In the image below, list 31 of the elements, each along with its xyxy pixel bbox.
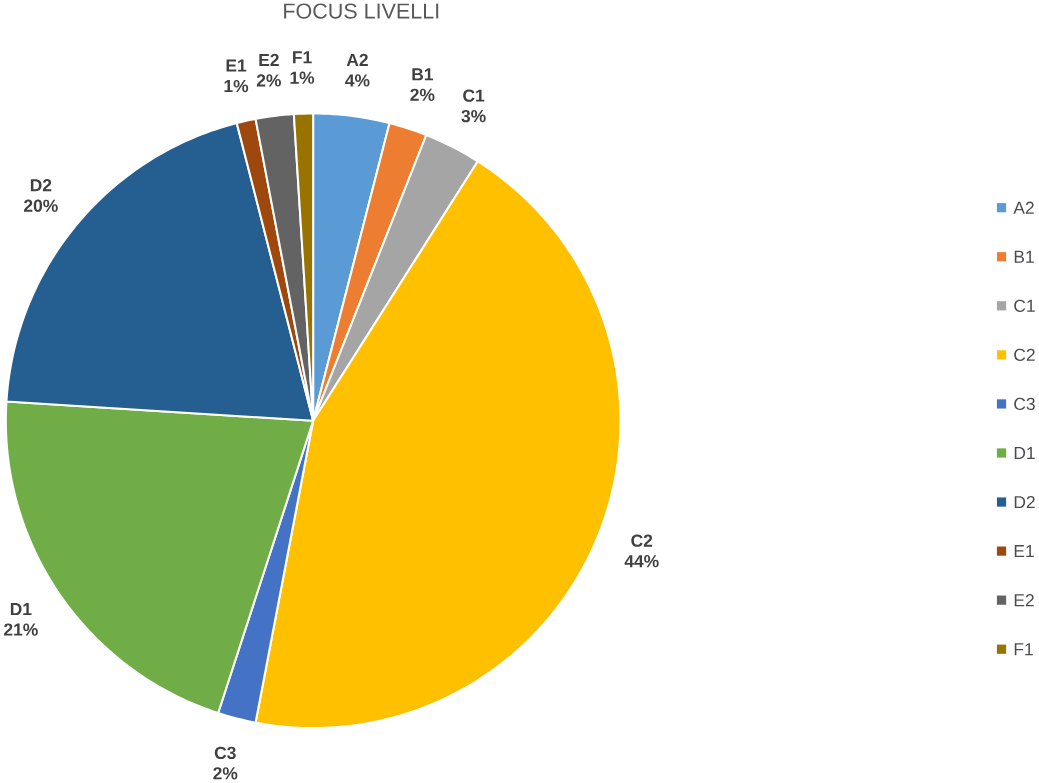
legend-label: D1 <box>1014 447 1035 460</box>
data-label: 2% <box>256 74 281 87</box>
data-label: 3% <box>461 109 486 123</box>
legend-label: A2 <box>1013 201 1034 214</box>
slice-label: A2 <box>346 53 368 66</box>
chart-title: FOCUS LIVELLI <box>284 3 439 19</box>
legend-label: D2 <box>1014 496 1035 509</box>
legend-label: B1 <box>1014 250 1034 263</box>
slice-label: C3 <box>214 746 236 760</box>
data-label: 20% <box>24 199 58 212</box>
data-label: 2% <box>213 767 238 780</box>
legend-label: E1 <box>1014 545 1034 558</box>
data-label: 1% <box>290 71 315 84</box>
slice-label: C2 <box>631 534 653 547</box>
data-label: 2% <box>410 88 435 102</box>
legend-label: C1 <box>1014 299 1035 313</box>
slice-label: D1 <box>10 603 32 616</box>
legend-label: C2 <box>1014 348 1035 362</box>
slice-label: E2 <box>259 53 279 66</box>
data-label: 4% <box>345 74 370 87</box>
legend-label: C3 <box>1014 397 1035 411</box>
legend-label: E2 <box>1014 594 1034 607</box>
data-label: 1% <box>224 79 249 93</box>
slice-label: E1 <box>226 59 247 72</box>
slice-label: D2 <box>30 179 52 192</box>
data-label: 44% <box>624 555 659 568</box>
slice-label: F1 <box>293 51 312 64</box>
data-label: 21% <box>4 623 38 636</box>
slice-label: C1 <box>463 89 485 102</box>
legend-label: F1 <box>1014 643 1033 656</box>
slice-label: B1 <box>412 68 433 81</box>
